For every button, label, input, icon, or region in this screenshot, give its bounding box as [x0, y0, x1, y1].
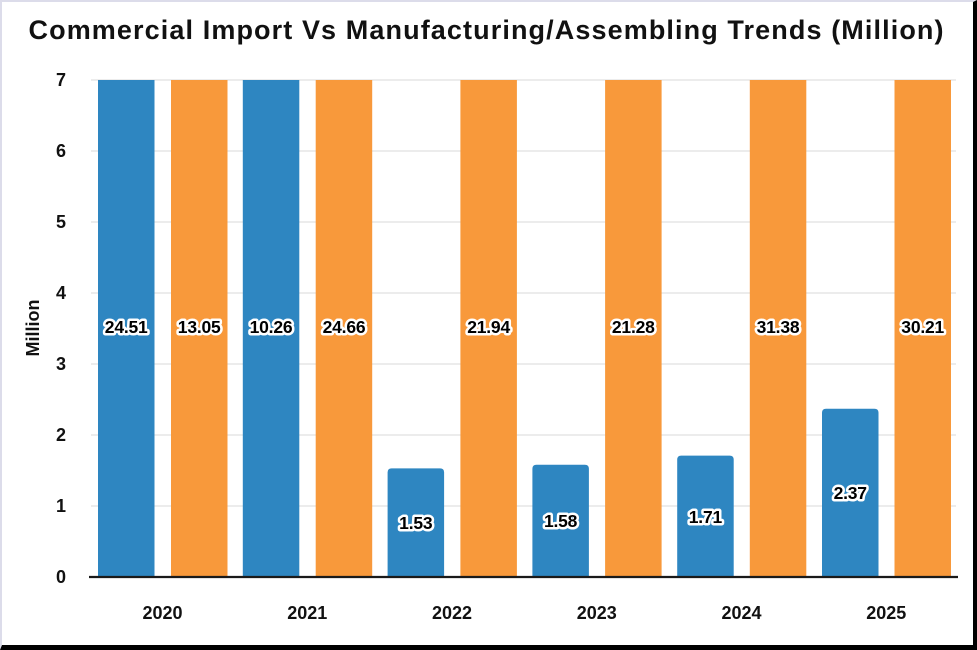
svg-text:24.66: 24.66 [323, 317, 366, 337]
svg-text:2.37: 2.37 [834, 483, 867, 503]
svg-text:5: 5 [56, 212, 66, 232]
svg-text:7: 7 [56, 70, 66, 90]
svg-text:2025: 2025 [866, 603, 906, 623]
svg-text:2020: 2020 [142, 603, 182, 623]
svg-text:2021: 2021 [287, 603, 327, 623]
svg-text:Commercial Import Vs Manufactu: Commercial Import Vs Manufacturing/Assem… [29, 15, 944, 45]
svg-text:2023: 2023 [577, 603, 617, 623]
svg-text:21.94: 21.94 [467, 317, 510, 337]
svg-text:31.38: 31.38 [757, 317, 800, 337]
svg-text:2022: 2022 [432, 603, 472, 623]
svg-text:21.28: 21.28 [612, 317, 655, 337]
svg-text:10.26: 10.26 [250, 317, 293, 337]
svg-text:1.53: 1.53 [399, 513, 433, 533]
svg-text:1: 1 [56, 496, 66, 516]
svg-text:24.51: 24.51 [105, 317, 148, 337]
svg-text:1.58: 1.58 [544, 511, 578, 531]
svg-text:3: 3 [56, 354, 66, 374]
svg-text:13.05: 13.05 [178, 317, 221, 337]
svg-text:2: 2 [56, 425, 66, 445]
svg-text:6: 6 [56, 141, 66, 161]
svg-text:0: 0 [56, 567, 66, 587]
svg-text:1.71: 1.71 [689, 507, 723, 527]
svg-text:30.21: 30.21 [901, 317, 944, 337]
svg-text:Million: Million [23, 300, 43, 357]
svg-text:2024: 2024 [721, 603, 761, 623]
svg-text:4: 4 [56, 283, 66, 303]
